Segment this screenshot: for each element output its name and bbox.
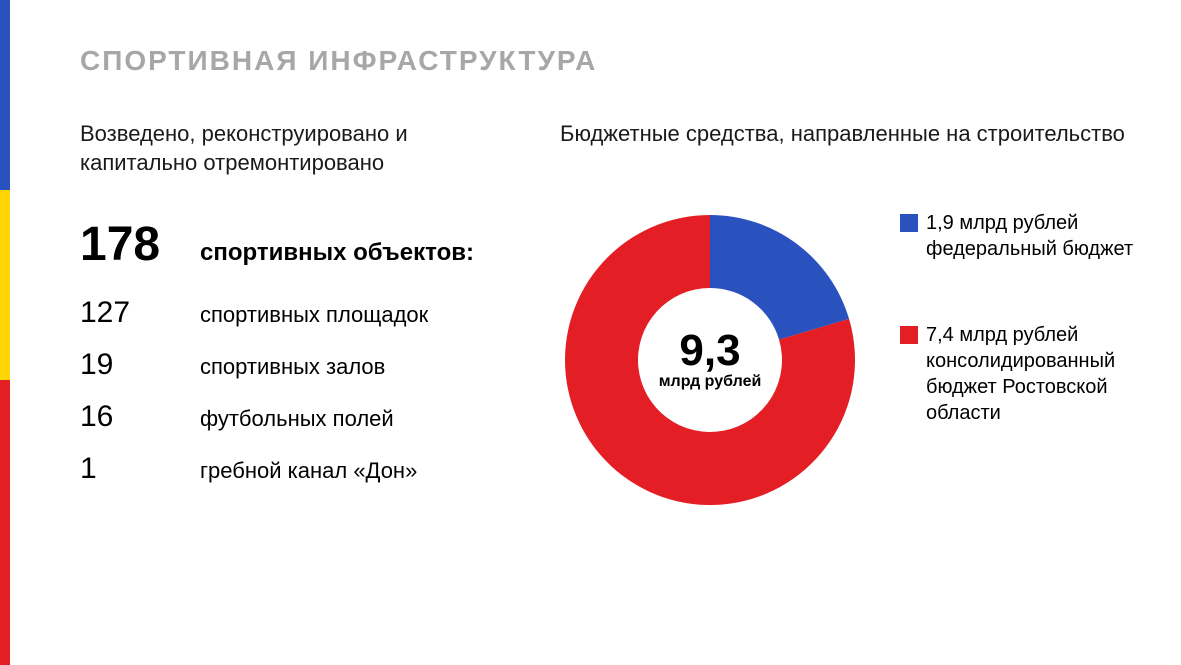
legend-item: 7,4 млрд рублей консолидированный бюджет… (900, 322, 1140, 426)
left-subheading: Возведено, реконструировано и капитально… (80, 120, 520, 177)
item-number: 16 (80, 400, 200, 434)
item-label: гребной канал «Дон» (200, 458, 417, 484)
legend-item: 1,9 млрд рублей федеральный бюджет (900, 210, 1140, 262)
item-label: футбольных полей (200, 406, 394, 432)
total-label: спортивных объектов: (200, 239, 474, 267)
legend-text: 1,9 млрд рублей федеральный бюджет (926, 210, 1140, 262)
donut-center-unit: млрд рублей (659, 373, 762, 391)
slide: СПОРТИВНАЯ ИНФРАСТРУКТУРА Возведено, рек… (0, 0, 1181, 665)
side-stripe-segment (0, 380, 10, 665)
right-column: Бюджетные средства, направленные на стро… (560, 120, 1140, 189)
left-column: Возведено, реконструировано и капитально… (80, 120, 520, 504)
total-row: 178 спортивных объектов: (80, 217, 520, 272)
list-item: 19спортивных залов (80, 348, 520, 382)
right-subheading: Бюджетные средства, направленные на стро… (560, 120, 1140, 149)
donut-center: 9,3 млрд рублей (659, 329, 762, 391)
list-item: 16футбольных полей (80, 400, 520, 434)
side-stripe-segment (0, 0, 10, 190)
donut-chart: 9,3 млрд рублей (560, 210, 860, 510)
list-item: 127спортивных площадок (80, 296, 520, 330)
item-label: спортивных площадок (200, 302, 428, 328)
donut-center-value: 9,3 (659, 329, 762, 373)
side-stripe-segment (0, 190, 10, 380)
page-title: СПОРТИВНАЯ ИНФРАСТРУКТУРА (80, 45, 597, 77)
item-number: 1 (80, 452, 200, 486)
items-list: 127спортивных площадок19спортивных залов… (80, 296, 520, 486)
legend-text: 7,4 млрд рублей консолидированный бюджет… (926, 322, 1140, 426)
legend-swatch (900, 326, 918, 344)
donut-slice (710, 215, 849, 340)
list-item: 1гребной канал «Дон» (80, 452, 520, 486)
total-number: 178 (80, 217, 200, 272)
item-number: 127 (80, 296, 200, 330)
legend-swatch (900, 214, 918, 232)
donut-legend: 1,9 млрд рублей федеральный бюджет 7,4 мл… (900, 210, 1140, 486)
item-label: спортивных залов (200, 354, 385, 380)
item-number: 19 (80, 348, 200, 382)
